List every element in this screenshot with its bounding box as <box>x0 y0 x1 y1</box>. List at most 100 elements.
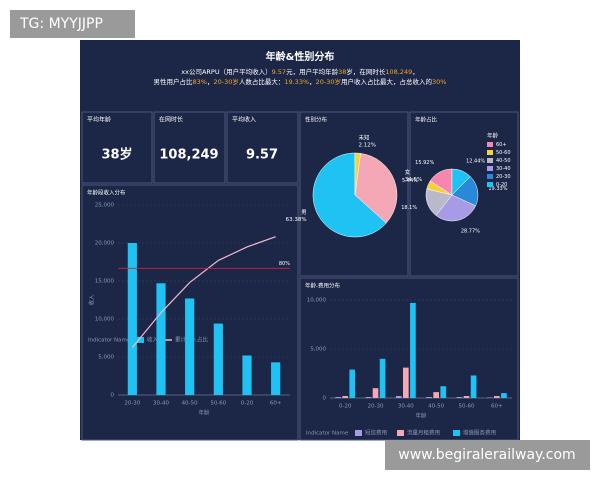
kpi-value: 38岁 <box>101 147 132 163</box>
bar <box>426 397 432 398</box>
legend-label: 40-50 <box>496 158 511 164</box>
mark-line-label: 80% <box>279 261 290 267</box>
bar <box>335 397 341 398</box>
header-segment: 30% <box>432 78 446 86</box>
bar <box>395 396 402 398</box>
header-segment: 9.57 <box>272 68 286 76</box>
y-tick-label: 0 <box>323 396 327 402</box>
pie-slice <box>354 152 361 196</box>
pie-slice <box>312 152 387 238</box>
legend-swatch <box>355 430 362 436</box>
header-line: xx公司ARPU（用户平均收入）9.57元，用户平均年龄38岁，在网时长108,… <box>181 67 419 76</box>
watermark: TG: MYYJJPP <box>19 16 103 32</box>
bar <box>433 392 439 398</box>
header-segment: 108,249 <box>385 68 412 76</box>
legend-title: 年龄 <box>487 132 499 140</box>
slice-label: 18.1% <box>401 205 417 211</box>
header-segment: 20-30岁 <box>316 77 341 86</box>
legend-swatch <box>487 142 493 147</box>
legend-label: 增值服务费用 <box>463 429 496 437</box>
slice-label: 12.44% <box>466 158 485 164</box>
header-segment: 岁，在网时长 <box>346 67 386 76</box>
slice-label: 19.33% <box>488 186 507 192</box>
bar <box>127 243 137 395</box>
legend-label: 30-40 <box>496 166 511 172</box>
bar <box>349 369 356 398</box>
x-tick-label: 30-40 <box>398 404 414 410</box>
watermark-box <box>10 10 135 38</box>
legend-label: 收入 <box>147 336 159 344</box>
slice-label: 15.92% <box>415 160 434 166</box>
x-tick-label: 40-50 <box>182 401 198 407</box>
y-tick-label: 0 <box>111 393 115 399</box>
bar <box>463 396 470 398</box>
bar <box>365 397 372 398</box>
pie-slice <box>354 153 398 224</box>
bar <box>271 362 281 395</box>
x-axis-label: 年龄 <box>415 412 427 420</box>
x-tick-label: 20-30 <box>368 404 384 410</box>
panel-title: 年龄-费用分布 <box>305 282 340 290</box>
header-segment: 20-30岁 <box>213 77 238 86</box>
legend-label: 短信费用 <box>365 429 387 437</box>
legend-swatch <box>487 158 493 163</box>
legend-label: 流量月租费用 <box>407 429 440 437</box>
header-segment: ， <box>207 78 214 86</box>
watermark: www.begiralerailway.com <box>398 447 575 463</box>
bar <box>156 283 166 395</box>
bar <box>470 375 477 398</box>
kpi-value: 108,249 <box>159 148 218 163</box>
watermark-box <box>385 440 590 470</box>
header-segment: 38 <box>338 68 346 76</box>
legend-swatch <box>487 150 493 155</box>
legend-swatch <box>137 337 144 343</box>
panel-title: 年龄段收入分布 <box>87 189 126 197</box>
y-tick-label: 15,000 <box>95 279 115 285</box>
bar <box>185 298 195 395</box>
kpi-label: 平均年龄 <box>87 116 111 124</box>
y-tick-label: 25,000 <box>95 203 115 209</box>
header-segment: xx公司ARPU（用户平均收入） <box>181 67 271 76</box>
legend-swatch <box>487 182 493 187</box>
x-tick-label: 50-60 <box>210 401 226 407</box>
header-segment: 元，用户平均年龄 <box>286 67 339 76</box>
y-axis-label: 收入 <box>88 294 96 306</box>
x-tick-label: 0-20 <box>339 404 352 410</box>
header-segment: 用户收入占比最大，占总收入的 <box>341 77 433 86</box>
panel-borders <box>81 111 519 441</box>
cumulative-line <box>131 236 276 348</box>
slice-label: 34.5% <box>405 177 422 183</box>
legend-swatch <box>453 430 460 436</box>
bar <box>242 355 252 395</box>
x-tick-label: 20-30 <box>124 401 140 407</box>
slice-label: 63.38% <box>286 217 307 223</box>
legend-swatch <box>487 174 493 179</box>
bar <box>213 323 223 395</box>
panel-title: 年龄占比 <box>415 116 438 124</box>
header-segment: 19.33% <box>284 78 309 86</box>
legend-label: 0-20 <box>496 182 507 188</box>
header-segment: 83% <box>193 78 207 86</box>
x-axis-label: 年龄 <box>198 409 210 417</box>
slice-name: 女 <box>405 168 411 176</box>
legend-swatch <box>397 430 404 436</box>
x-tick-label: 30-40 <box>153 401 169 407</box>
kpi-label: 平均收入 <box>232 116 256 124</box>
dashboard-title: 年龄&性别分布 <box>266 50 335 63</box>
y-tick-label: 5,000 <box>310 347 326 353</box>
header-segment: ， <box>309 78 316 86</box>
x-tick-label: 50-60 <box>459 404 475 410</box>
bar <box>456 397 463 398</box>
header-segment: 人数占比最大： <box>239 77 285 86</box>
x-tick-label: 40-50 <box>428 404 444 410</box>
x-tick-label: 0-20 <box>241 401 254 407</box>
header-segment: ， <box>412 68 419 76</box>
panel-title: 性别分布 <box>305 116 328 124</box>
kpi-value: 9.57 <box>246 148 278 163</box>
bar <box>372 388 379 398</box>
bar <box>379 358 386 398</box>
y-tick-label: 20,000 <box>95 241 115 247</box>
slice-label: 5.44% <box>402 178 418 184</box>
header-segment: 男性用户占比 <box>154 77 194 86</box>
